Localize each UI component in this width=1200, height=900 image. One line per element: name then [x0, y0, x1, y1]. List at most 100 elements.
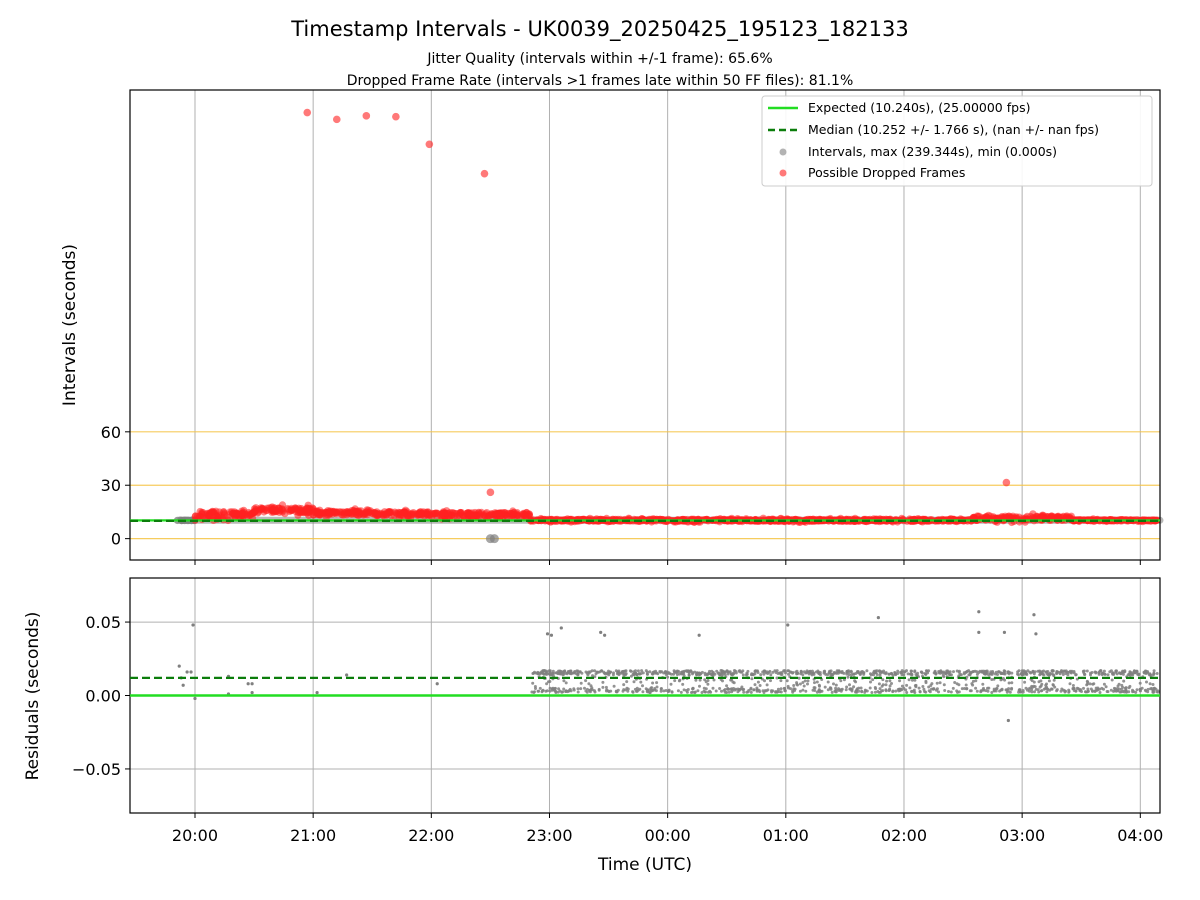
residual-point: [1030, 684, 1034, 688]
residual-point: [814, 670, 818, 674]
residual-point: [706, 679, 710, 682]
residual-point: [749, 686, 753, 690]
residual-point: [997, 670, 1001, 674]
residual-point: [869, 673, 873, 677]
residual-point: [655, 681, 659, 685]
residual-point: [750, 673, 753, 677]
residual-point: [818, 671, 822, 674]
x-tick-label: 20:00: [172, 826, 218, 845]
residual-point: [845, 672, 849, 676]
residual-point: [1010, 686, 1014, 690]
residual-point: [185, 670, 189, 674]
interval-point: [220, 508, 228, 516]
residual-point: [1093, 690, 1097, 693]
residual-point: [884, 672, 888, 676]
residual-point: [548, 680, 552, 683]
residual-point: [910, 678, 914, 682]
residual-point: [991, 670, 995, 673]
residual-point: [1065, 670, 1069, 674]
residual-point: [990, 672, 994, 676]
residual-point: [1122, 679, 1126, 683]
residual-point: [691, 672, 694, 676]
residual-point: [728, 670, 732, 674]
residual-point: [732, 687, 736, 690]
residual-point: [776, 687, 780, 691]
residual-point: [1071, 684, 1075, 687]
residual-point: [854, 680, 858, 684]
interval-point: [278, 501, 287, 509]
residual-point: [1032, 680, 1036, 684]
residual-point: [706, 682, 710, 686]
residual-point: [756, 680, 760, 684]
residual-point: [623, 669, 627, 673]
residual-point: [909, 669, 913, 673]
residual-point: [604, 685, 608, 689]
interval-point: [401, 508, 409, 516]
residual-point: [682, 670, 686, 674]
residual-point: [741, 673, 745, 677]
residual-point: [752, 688, 756, 692]
interval-point: [196, 513, 204, 521]
residual-point: [965, 675, 969, 679]
residual-point: [927, 689, 931, 693]
interval-point: [440, 509, 448, 517]
residual-point: [890, 672, 894, 676]
residual-point: [1121, 672, 1125, 676]
residual-point: [1100, 686, 1104, 690]
residual-point: [1088, 682, 1092, 686]
residual-point: [880, 670, 883, 674]
interval-point: [294, 508, 302, 517]
dropped-frame-outlier: [303, 108, 312, 117]
residual-point: [1098, 669, 1102, 673]
residual-point: [1031, 669, 1035, 673]
residual-point: [844, 688, 848, 692]
residual-point: [1033, 685, 1037, 689]
residual-point: [1060, 687, 1064, 691]
residual-point: [593, 669, 597, 673]
residual-point: [536, 670, 540, 674]
residual-point: [916, 671, 919, 675]
residual-point: [561, 690, 565, 694]
top-y-tick-label: 30: [101, 476, 121, 495]
residual-point: [1051, 683, 1055, 687]
residual-point: [532, 671, 536, 675]
residual-point: [785, 679, 789, 683]
residual-point: [842, 678, 846, 682]
residual-point: [860, 690, 864, 694]
residual-point: [1084, 690, 1088, 694]
residual-point: [858, 673, 862, 676]
x-tick-label: 01:00: [763, 826, 809, 845]
residual-point: [802, 684, 806, 688]
residual-point: [632, 680, 636, 684]
residual-point: [769, 679, 772, 683]
residual-point: [977, 630, 981, 634]
residual-point: [917, 686, 921, 690]
interval-point: [456, 508, 464, 517]
residual-point: [695, 673, 698, 676]
residual-point: [1071, 687, 1075, 690]
residual-point: [753, 683, 757, 687]
residual-point: [795, 681, 799, 685]
residual-point: [1109, 688, 1113, 692]
residual-point: [1085, 669, 1089, 673]
residual-point: [891, 690, 895, 694]
residual-point: [977, 610, 981, 614]
residual-point: [1039, 679, 1043, 683]
residual-point: [602, 670, 606, 674]
residual-point: [656, 672, 660, 676]
residual-point: [869, 680, 872, 684]
residual-point: [888, 679, 892, 683]
residual-point: [691, 686, 695, 690]
residual-point: [727, 690, 731, 694]
residual-point: [1117, 682, 1121, 686]
residual-point: [533, 690, 536, 694]
top-y-axis-label: Intervals (seconds): [60, 244, 80, 406]
residual-point: [805, 671, 809, 675]
residual-point: [579, 687, 583, 691]
residual-point: [562, 687, 566, 691]
x-tick-label: 00:00: [645, 826, 691, 845]
residual-point: [896, 672, 900, 675]
residual-point: [1039, 689, 1043, 693]
residual-point: [1055, 689, 1059, 693]
residual-point: [996, 673, 999, 676]
